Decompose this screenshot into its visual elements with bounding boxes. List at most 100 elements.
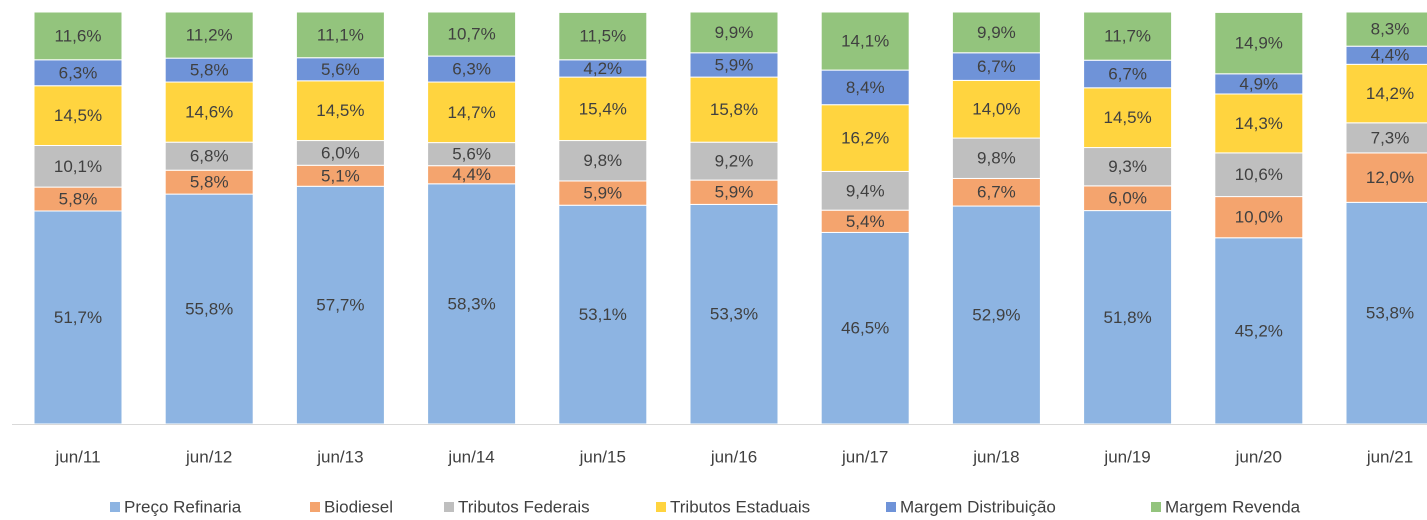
bar-segment — [1345, 122, 1427, 154]
data-label: 5,9% — [715, 55, 754, 74]
legend-swatch — [444, 502, 454, 512]
data-label: 51,8% — [1103, 308, 1151, 327]
legend-swatch — [1151, 502, 1161, 512]
bar-segment — [295, 80, 385, 142]
bar-segment — [1083, 210, 1173, 425]
data-label: 5,4% — [846, 212, 885, 231]
data-label: 9,3% — [1108, 157, 1147, 176]
bar-segment — [558, 204, 648, 425]
x-tick-label: jun/16 — [710, 447, 757, 466]
data-label: 52,9% — [972, 306, 1020, 325]
bar-segment — [689, 11, 779, 54]
bar-segment — [951, 52, 1041, 81]
bar-segment — [427, 81, 517, 144]
legend-label: Margem Revenda — [1165, 497, 1301, 516]
data-label: 14,5% — [1103, 108, 1151, 127]
bar-segment — [427, 11, 517, 57]
bar-segment — [427, 183, 517, 425]
data-label: 16,2% — [841, 129, 889, 148]
bar-segment — [951, 137, 1041, 179]
bar-segment — [951, 79, 1041, 139]
bar-segment — [295, 185, 385, 425]
data-label: 14,7% — [447, 103, 495, 122]
data-label: 58,3% — [447, 294, 495, 313]
data-label: 5,8% — [190, 61, 229, 80]
data-label: 14,5% — [316, 101, 364, 120]
bar-segment — [164, 11, 254, 59]
x-tick-label: jun/13 — [316, 447, 363, 466]
bar-segment — [820, 69, 910, 106]
data-label: 10,0% — [1235, 208, 1283, 227]
data-label: 5,9% — [715, 183, 754, 202]
data-label: 9,2% — [715, 152, 754, 171]
data-label: 6,7% — [977, 183, 1016, 202]
legend-swatch — [310, 502, 320, 512]
legend-swatch — [110, 502, 120, 512]
x-tick-label: jun/14 — [447, 447, 494, 466]
data-label: 53,8% — [1366, 304, 1414, 323]
data-label: 10,1% — [54, 157, 102, 176]
data-label: 9,8% — [583, 151, 622, 170]
data-label: 6,3% — [452, 60, 491, 79]
x-tick-label: jun/12 — [185, 447, 232, 466]
data-label: 14,6% — [185, 103, 233, 122]
bar-segment — [295, 11, 385, 59]
data-label: 5,1% — [321, 166, 360, 185]
data-label: 6,7% — [1108, 64, 1147, 83]
data-label: 7,3% — [1371, 128, 1410, 147]
bar-segment — [33, 11, 123, 61]
data-label: 57,7% — [316, 296, 364, 315]
data-label: 8,3% — [1371, 20, 1410, 39]
bar-segment — [33, 210, 123, 425]
legend-label: Tributos Estaduais — [670, 497, 810, 516]
data-label: 4,4% — [1371, 46, 1410, 65]
x-tick-label: jun/18 — [972, 447, 1019, 466]
bar-segment — [951, 11, 1041, 54]
data-label: 14,5% — [54, 106, 102, 125]
bar-segment — [33, 85, 123, 146]
data-label: 5,6% — [452, 145, 491, 164]
data-label: 4,9% — [1239, 74, 1278, 93]
bar-segment — [33, 59, 123, 87]
data-label: 53,1% — [579, 305, 627, 324]
data-label: 4,2% — [583, 59, 622, 78]
data-label: 11,2% — [186, 26, 233, 45]
legend-label: Biodiesel — [324, 497, 393, 516]
bar-segment — [164, 141, 254, 171]
bar-segment — [1083, 185, 1173, 212]
bar-segment — [820, 231, 910, 425]
x-tick-label: jun/17 — [841, 447, 888, 466]
data-label: 5,8% — [59, 190, 98, 209]
bar-segment — [558, 11, 648, 61]
bar-segment — [1345, 152, 1427, 203]
data-label: 14,3% — [1235, 114, 1283, 133]
data-label: 14,2% — [1366, 84, 1414, 103]
data-label: 15,8% — [710, 100, 758, 119]
data-label: 11,7% — [1104, 27, 1151, 46]
bar-segment — [558, 76, 648, 142]
data-label: 11,1% — [317, 25, 364, 44]
x-tick-label: jun/11 — [54, 447, 100, 466]
data-label: 8,4% — [846, 78, 885, 97]
data-label: 5,6% — [321, 60, 360, 79]
data-label: 14,1% — [841, 32, 889, 51]
data-label: 6,0% — [321, 143, 360, 162]
data-label: 9,4% — [846, 181, 885, 200]
legend-label: Preço Refinaria — [124, 497, 242, 516]
data-label: 6,3% — [59, 63, 98, 82]
data-label: 9,8% — [977, 149, 1016, 168]
data-label: 4,4% — [452, 165, 491, 184]
legend-swatch — [886, 502, 896, 512]
bar-segment — [1345, 63, 1427, 124]
data-label: 11,5% — [579, 27, 626, 46]
data-label: 14,0% — [972, 100, 1020, 119]
bar-segment — [295, 140, 385, 166]
data-label: 6,0% — [1108, 189, 1147, 208]
data-label: 51,7% — [54, 308, 102, 327]
data-label: 9,9% — [977, 23, 1016, 42]
data-label: 10,6% — [1235, 165, 1283, 184]
x-tick-label: jun/19 — [1103, 447, 1150, 466]
bar-segment — [1214, 93, 1304, 154]
